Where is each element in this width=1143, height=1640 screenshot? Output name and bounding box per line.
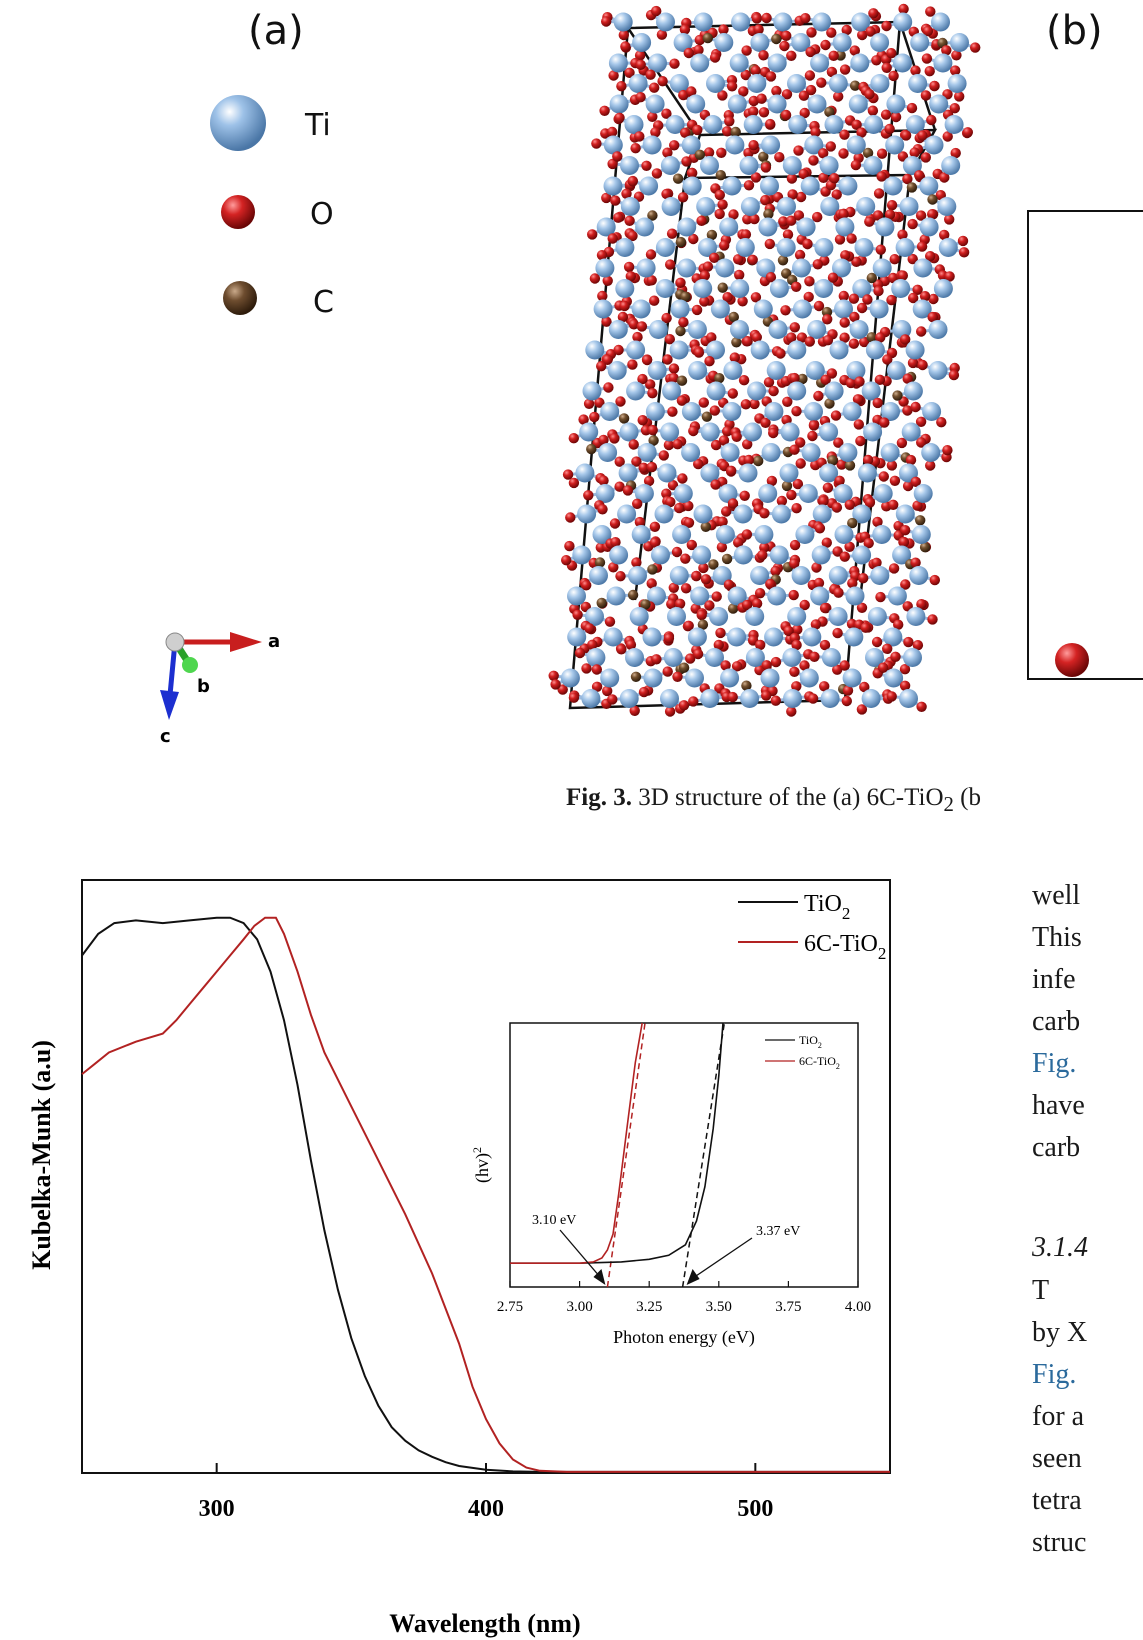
legend-ti-label: Ti — [305, 108, 331, 143]
body-text-line: by X — [1032, 1317, 1088, 1348]
body-text-line: seen — [1032, 1443, 1082, 1474]
body-text-line[interactable]: Fig. — [1032, 1048, 1077, 1079]
body-text-line: infe — [1032, 964, 1076, 995]
body-text-line: have — [1032, 1090, 1085, 1121]
series-line-6c-tio2 — [81, 916, 890, 1473]
body-text-line: T — [1032, 1275, 1050, 1306]
panel-a-label: (a) — [248, 8, 304, 54]
inset-plot-frame — [509, 1022, 859, 1288]
inset-x-tick-label: 3.75 — [775, 1299, 801, 1315]
body-text-line[interactable]: Fig. — [1032, 1359, 1077, 1390]
o-atom-icon — [221, 195, 255, 229]
inset-series-line-tio2 — [510, 1022, 724, 1264]
caption-label: Fig. 3. — [566, 784, 632, 811]
inset-x-tick-label: 2.75 — [497, 1299, 523, 1315]
legend-o-label: O — [310, 197, 334, 232]
axis-a-label: a — [268, 631, 280, 652]
annotation-3-37-ev: 3.37 eV — [756, 1224, 800, 1239]
inset-tangent-line — [681, 1022, 726, 1288]
body-text-line: tetra — [1032, 1485, 1082, 1516]
crystal-structure-image — [548, 3, 981, 717]
axis-b-label: b — [197, 676, 210, 697]
y-axis-label: Kubelka-Munk (a.u) — [27, 1040, 56, 1270]
annotation-3-10-ev: 3.10 eV — [532, 1213, 576, 1228]
inset-x-tick-label: 3.00 — [566, 1299, 592, 1315]
annotation-arrow — [559, 1229, 604, 1282]
inset-y-axis-label: (hv)2 — [470, 1147, 493, 1183]
inset-x-axis-label: Photon energy (eV) — [613, 1327, 755, 1348]
panel-b-label: (b) — [1046, 8, 1103, 54]
inset-x-tick-label: 3.25 — [636, 1299, 662, 1315]
inset-legend-tio2-label: TiO2 — [799, 1033, 822, 1050]
annotation-arrow — [688, 1237, 753, 1282]
body-text-line: well — [1032, 880, 1081, 911]
axis-triad-icon: a b c — [160, 631, 280, 747]
body-text-line: This — [1032, 922, 1082, 953]
atom-legend — [208, 95, 368, 335]
inset-x-tick-label: 3.50 — [706, 1299, 732, 1315]
annotation-arrowhead — [686, 1269, 700, 1285]
caption-sub: 2 — [943, 792, 954, 816]
c-atom-icon — [223, 281, 257, 315]
body-text-line: carb — [1032, 1132, 1081, 1163]
body-text-line: struc — [1032, 1527, 1087, 1558]
x-tick-label: 500 — [737, 1496, 773, 1522]
inset-tangent-line — [606, 1022, 646, 1288]
panel-b-atom-icon — [1055, 643, 1089, 677]
ti-atom-icon — [210, 95, 266, 151]
figure-3-caption: Fig. 3. 3D structure of the (a) 6C-TiO2 … — [566, 784, 981, 817]
inset-legend-6c-tio2-label: 6C-TiO2 — [799, 1054, 840, 1071]
x-axis-label: Wavelength (nm) — [389, 1609, 580, 1638]
caption-text: 3D structure of the (a) 6C-TiO — [638, 784, 944, 811]
annotation-arrowhead — [593, 1269, 606, 1285]
body-text-line: 3.1.4 — [1032, 1232, 1088, 1263]
x-tick-label: 400 — [468, 1496, 504, 1522]
panel-b-frame — [1027, 210, 1143, 680]
legend-tio2-label: TiO2 — [804, 891, 850, 923]
inset-series-line-6c-tio2 — [510, 1022, 643, 1264]
body-text-line: for a — [1032, 1401, 1085, 1432]
legend-6c-tio2-label: 6C-TiO2 — [804, 931, 886, 963]
caption-tail: (b — [953, 784, 981, 811]
x-tick-label: 300 — [199, 1496, 235, 1522]
legend-c-label: C — [313, 285, 334, 320]
body-text-line: carb — [1032, 1006, 1081, 1037]
series-line-tio2 — [81, 916, 890, 1473]
inset-x-tick-label: 4.00 — [845, 1299, 871, 1315]
kubelka-munk-chart: 300 400 500 Kubelka-Munk (a.u) Wavelength … — [27, 879, 891, 1638]
axis-c-label: c — [160, 726, 171, 747]
atom-legend-icons — [210, 95, 266, 315]
